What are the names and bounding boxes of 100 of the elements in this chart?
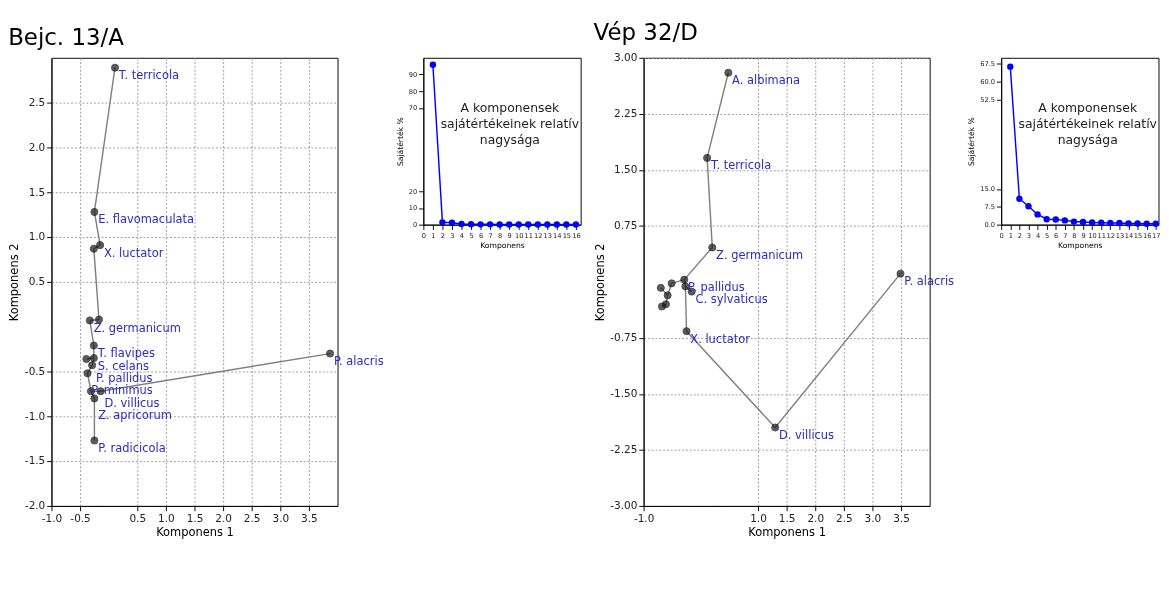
point bbox=[439, 219, 446, 226]
x-tick-label: -1.0 bbox=[633, 511, 655, 524]
x-axis-title: Komponens 1 bbox=[156, 524, 234, 539]
point bbox=[771, 423, 780, 432]
point bbox=[1070, 218, 1078, 225]
point bbox=[1116, 219, 1123, 227]
data-label: T. terricola bbox=[117, 68, 180, 83]
annotation: sajátértékeinek relatív bbox=[440, 115, 580, 131]
point bbox=[896, 269, 905, 278]
point bbox=[82, 354, 91, 363]
point bbox=[467, 220, 475, 228]
point bbox=[90, 394, 99, 403]
point bbox=[458, 220, 465, 228]
y-tick-label: -2.25 bbox=[610, 443, 638, 456]
point bbox=[1061, 217, 1069, 224]
data-label: C. sylvaticus bbox=[695, 292, 768, 307]
x-tick-label: 3.0 bbox=[272, 511, 290, 524]
data-label: E. flavomaculata bbox=[98, 212, 195, 227]
y-axis-title: Sajátérték % bbox=[967, 117, 977, 167]
point bbox=[1079, 218, 1087, 226]
point bbox=[680, 275, 689, 284]
data-label: D. villicus bbox=[104, 395, 160, 410]
point bbox=[1043, 216, 1050, 223]
x-axis-title: Komponens 1 bbox=[748, 524, 826, 539]
point bbox=[1134, 220, 1141, 227]
point bbox=[667, 279, 676, 288]
x-tick-label: 2.0 bbox=[215, 511, 232, 524]
y-tick-label: 1.5 bbox=[28, 185, 46, 198]
point bbox=[1016, 195, 1023, 202]
point bbox=[96, 241, 105, 250]
data-label: D. villicus bbox=[779, 427, 835, 442]
x-tick-label: 1.0 bbox=[750, 511, 767, 524]
point bbox=[88, 361, 97, 370]
x-tick-label: 3.5 bbox=[893, 511, 910, 524]
y-tick-label: -0.5 bbox=[24, 364, 46, 377]
x-tick-label: -0.5 bbox=[70, 511, 91, 524]
data-label: Z. apricorum bbox=[98, 408, 172, 423]
x-axis-title: Komponens bbox=[480, 241, 525, 251]
y-axis-title: Komponens 2 bbox=[592, 243, 607, 322]
data-label: P. pallidus bbox=[95, 370, 153, 385]
y-tick-label: 3.00 bbox=[614, 51, 638, 64]
point bbox=[89, 341, 98, 350]
y-tick-label: -1.5 bbox=[24, 454, 46, 467]
point bbox=[1152, 220, 1159, 227]
point bbox=[89, 244, 98, 253]
point bbox=[656, 283, 665, 292]
point bbox=[448, 219, 456, 226]
y-tick-label: 1.50 bbox=[614, 163, 638, 176]
y-tick-label: 2.25 bbox=[614, 107, 638, 120]
data-label: Z. germanicum bbox=[716, 247, 804, 262]
point bbox=[663, 291, 672, 300]
y-tick-label: 0.5 bbox=[28, 275, 46, 288]
point bbox=[1007, 63, 1014, 70]
point bbox=[1107, 219, 1114, 227]
point bbox=[505, 221, 513, 228]
point bbox=[682, 327, 691, 336]
x-tick-label: 3.5 bbox=[301, 511, 318, 524]
x-tick-label: 1.5 bbox=[186, 511, 204, 524]
point bbox=[1025, 203, 1032, 210]
chart-title: Bejc. 13/A bbox=[8, 24, 125, 51]
point bbox=[486, 221, 494, 228]
point bbox=[1034, 211, 1041, 218]
data-label: A. albimana bbox=[732, 73, 801, 88]
point bbox=[1125, 220, 1132, 227]
point bbox=[724, 68, 733, 77]
point bbox=[83, 369, 92, 378]
annotation: sajátértékeinek relatív bbox=[1018, 115, 1157, 131]
point bbox=[85, 316, 94, 325]
x-tick-label: 2.0 bbox=[807, 511, 825, 524]
annotation: A komponensek bbox=[460, 99, 561, 115]
annotation: nagysága bbox=[479, 132, 540, 148]
data-label: S. celans bbox=[97, 358, 149, 373]
x-tick-label: -1.0 bbox=[41, 511, 63, 524]
point bbox=[89, 354, 98, 363]
data-label: P. radicicola bbox=[98, 440, 166, 455]
y-tick-label: -0.75 bbox=[610, 331, 638, 344]
data-label: Z. germanicum bbox=[93, 320, 181, 335]
y-tick-label: -3.00 bbox=[610, 499, 638, 512]
y-tick-label: -2.0 bbox=[24, 499, 46, 512]
y-tick-label: 2.5 bbox=[28, 95, 46, 108]
point bbox=[90, 436, 99, 445]
point bbox=[110, 63, 120, 72]
y-tick-label: 0.75 bbox=[614, 219, 638, 232]
x-tick-label: 2.5 bbox=[836, 511, 853, 524]
point bbox=[1143, 220, 1150, 227]
x-tick-label: 3.0 bbox=[864, 511, 882, 524]
point bbox=[1088, 219, 1096, 226]
point bbox=[1098, 219, 1105, 226]
x-axis-title: Komponens bbox=[1058, 241, 1103, 251]
point bbox=[90, 207, 99, 216]
chart-title: Vép 32/D bbox=[593, 18, 698, 45]
x-tick-label: 1.0 bbox=[158, 511, 175, 524]
data-label: X. luctator bbox=[103, 245, 164, 260]
point bbox=[703, 153, 712, 162]
y-tick-label: -1.50 bbox=[610, 387, 638, 400]
y-tick-label: 2.0 bbox=[28, 140, 46, 153]
y-axis-title: Komponens 2 bbox=[7, 243, 22, 322]
x-tick-label: 2.5 bbox=[243, 511, 261, 524]
annotation: A komponensek bbox=[1038, 99, 1138, 115]
point bbox=[708, 243, 717, 252]
